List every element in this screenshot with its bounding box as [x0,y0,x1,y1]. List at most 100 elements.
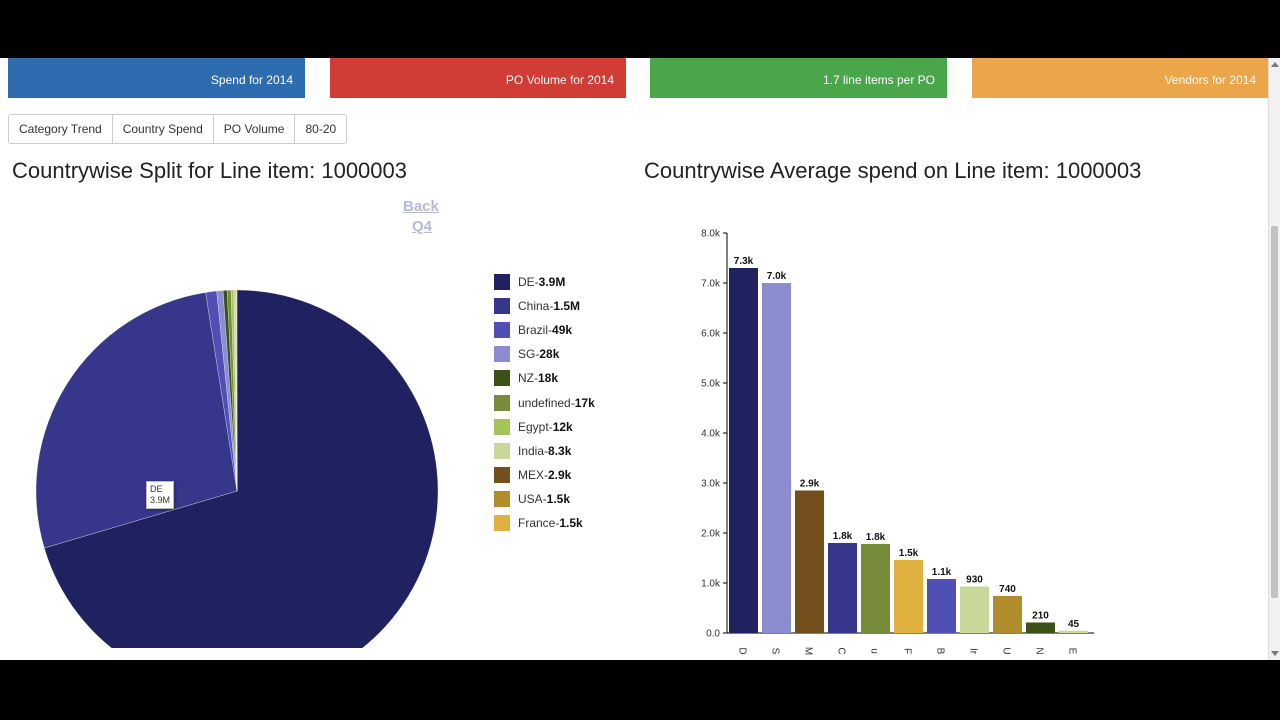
bar-value-label: 2.9k [800,479,820,490]
pie-chart [35,289,439,648]
bar-ir[interactable] [960,586,989,634]
x-tick-label: N [1034,647,1045,654]
y-tick-label: 2.0k [701,529,721,540]
pie-slice-china[interactable] [35,292,238,549]
legend-label: France-1.5k [518,515,583,530]
x-tick-label: Ir [968,648,979,655]
x-tick-label: S [770,648,781,655]
bar-value-label: 1.8k [833,531,853,542]
y-tick-label: 8.0k [701,229,721,240]
bar-value-label: 45 [1068,619,1080,630]
y-tick-label: 0.0 [706,629,720,640]
tab-80-20[interactable]: 80-20 [295,115,347,143]
x-tick-label: E [1067,648,1078,655]
kpi-label-po-volume: PO Volume for 2014 [505,73,614,87]
scroll-thumb[interactable] [1271,226,1278,598]
legend-item-egypt[interactable]: Egypt-12k [494,415,595,439]
x-tick-label: C [836,647,847,654]
x-tick-label: U [1001,647,1012,654]
chart-tabs: Category Trend Country Spend PO Volume 8… [8,114,348,144]
legend-item-de[interactable]: DE-3.9M [494,270,595,294]
kpi-label-vendors: Vendors for 2014 [1164,73,1256,87]
bar-value-label: 930 [966,575,983,586]
kpi-card-po-volume: PO Volume for 2014 [330,58,626,98]
legend-swatch [494,274,510,291]
bar-d[interactable] [729,268,758,633]
bar-b[interactable] [927,579,956,633]
bar-value-label: 7.3k [734,256,754,267]
bar-n[interactable] [1026,622,1055,634]
y-tick-label: 6.0k [701,329,721,340]
legend-item-china[interactable]: China-1.5M [494,294,595,318]
legend-label: Brazil-49k [518,323,573,338]
bar-value-label: 1.8k [866,532,886,543]
kpi-card-vendors: Vendors for 2014 [972,58,1268,98]
legend-label: China-1.5M [518,299,581,314]
legend-item-usa[interactable]: USA-1.5k [494,487,595,511]
x-tick-label: F [902,648,913,654]
bar-value-label: 7.0k [767,271,787,282]
bar-chart-title: Countrywise Average spend on Line item: … [644,158,1142,183]
legend-swatch [494,418,510,435]
bar-value-label: 1.1k [932,567,952,578]
kpi-card-line-items: 1.7 line items per PO [650,58,947,98]
y-tick-label: 4.0k [701,429,721,440]
legend-item-france[interactable]: France-1.5k [494,511,595,535]
x-tick-label: u [869,648,880,654]
dashboard-viewport: Spend for 2014 PO Volume for 2014 1.7 li… [0,58,1268,660]
legend-label: NZ-18k [518,371,559,386]
x-tick-label: M [803,647,814,655]
kpi-label-spend: Spend for 2014 [210,73,293,87]
bar-m[interactable] [795,490,824,634]
legend-swatch [494,514,510,531]
y-tick-label: 3.0k [701,479,721,490]
pie-tooltip: DE 3.9M [146,481,175,509]
q4-link[interactable]: Q4 [412,218,433,235]
x-tick-label: D [737,647,748,654]
vertical-scrollbar[interactable] [1268,58,1280,660]
bar-u[interactable] [861,544,890,633]
legend-swatch [494,370,510,387]
bar-f[interactable] [894,560,923,633]
tooltip-value: 3.9M [150,495,171,505]
y-tick-label: 5.0k [701,379,721,390]
bar-value-label: 740 [999,584,1016,595]
legend-label: undefined-17k [518,395,595,410]
legend-label: Egypt-12k [518,419,573,434]
tab-category-trend[interactable]: Category Trend [9,115,113,143]
kpi-label-line-items: 1.7 line items per PO [822,73,935,87]
bar-s[interactable] [762,283,791,633]
legend-item-brazil[interactable]: Brazil-49k [494,318,595,342]
legend-swatch [494,442,510,459]
legend-item-sg[interactable]: SG-28k [494,342,595,366]
bar-value-label: 1.5k [899,548,919,559]
legend-item-mex[interactable]: MEX-2.9k [494,463,595,487]
legend-swatch [494,298,510,315]
back-link[interactable]: Back [403,198,439,215]
y-tick-label: 1.0k [701,579,721,590]
legend-swatch [494,466,510,483]
legend-swatch [494,490,510,507]
legend-swatch [494,346,510,363]
legend-label: DE-3.9M [518,275,566,290]
legend-item-india[interactable]: India-8.3k [494,439,595,463]
x-tick-label: B [935,648,946,655]
kpi-card-spend: Spend for 2014 [8,58,305,98]
legend-label: USA-1.5k [518,491,571,506]
bar-u[interactable] [993,596,1022,633]
legend-item-nz[interactable]: NZ-18k [494,366,595,390]
scroll-down-arrow-icon[interactable] [1271,651,1279,656]
legend-swatch [494,394,510,411]
legend-item-undefined[interactable]: undefined-17k [494,390,595,414]
legend-label: MEX-2.9k [518,467,572,482]
y-tick-label: 7.0k [701,279,721,290]
pie-chart-title: Countrywise Split for Line item: 1000003 [12,158,407,183]
legend-label: SG-28k [518,347,560,362]
tooltip-name: DE [150,484,163,494]
pie-slice-de[interactable] [44,289,439,648]
tab-po-volume[interactable]: PO Volume [213,115,296,143]
bar-c[interactable] [828,543,857,633]
scroll-up-arrow-icon[interactable] [1271,62,1279,67]
bar-e[interactable] [1059,630,1088,633]
tab-country-spend[interactable]: Country Spend [112,115,214,143]
